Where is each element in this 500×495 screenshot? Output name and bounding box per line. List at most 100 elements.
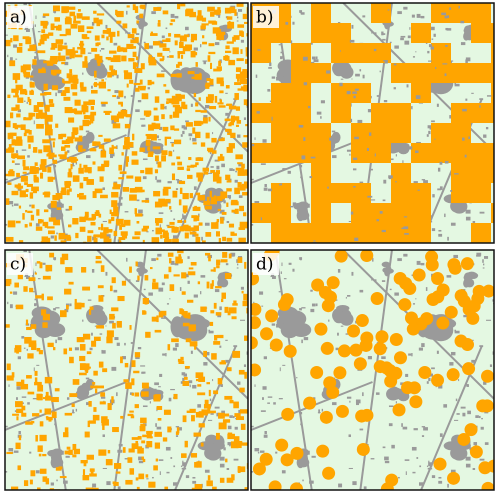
built-feature (273, 402, 276, 405)
built-feature (141, 371, 146, 374)
orange-patch (14, 126, 19, 130)
orange-patch (23, 480, 29, 487)
built-feature (9, 304, 13, 309)
orange-patch (6, 363, 11, 371)
orange-patch (175, 256, 182, 264)
orange-patch (60, 240, 66, 243)
built-feature (348, 220, 353, 222)
orange-patch (242, 142, 248, 148)
orange-patch (72, 127, 79, 134)
orange-patch (87, 235, 92, 242)
orange-patch (218, 138, 224, 142)
built-feature (403, 253, 408, 257)
built-feature (288, 262, 292, 265)
orange-patch (93, 234, 102, 238)
built-feature (148, 45, 153, 49)
orange-patch (70, 163, 73, 170)
orange-patch (121, 55, 127, 62)
built-feature (55, 307, 60, 309)
built-feature (226, 221, 230, 224)
built-feature (113, 289, 118, 293)
built-feature (151, 258, 156, 262)
label-background (253, 253, 279, 275)
orange-patch (113, 182, 118, 189)
orange-patch (34, 272, 37, 275)
built-feature (200, 44, 202, 48)
orange-patch (242, 69, 248, 72)
orange-patch (236, 120, 242, 124)
built-feature (454, 83, 460, 87)
built-feature (423, 180, 428, 184)
orange-patch (32, 167, 39, 174)
orange-patch (8, 144, 12, 150)
built-feature (158, 459, 164, 461)
orange-patch (26, 375, 32, 379)
orange-patch (82, 475, 90, 481)
town (297, 201, 310, 210)
orange-patch (86, 454, 94, 460)
orange-patch (39, 39, 45, 45)
orange-patch (42, 192, 51, 195)
orange-patch (166, 101, 169, 104)
orange-patch (52, 85, 58, 91)
orange-patch (111, 396, 114, 403)
orange-block (471, 163, 491, 183)
orange-patch (182, 380, 190, 386)
built-feature (18, 431, 21, 435)
orange-patch (188, 324, 196, 331)
orange-patch (47, 166, 52, 173)
built-feature (384, 460, 390, 464)
orange-patch (64, 151, 68, 155)
orange-patch (9, 169, 14, 174)
built-feature (170, 388, 175, 391)
built-feature (251, 223, 254, 226)
orange-block (391, 223, 411, 243)
orange-patch (23, 166, 30, 171)
orange-patch (16, 381, 24, 387)
built-feature (465, 216, 471, 221)
built-feature (140, 365, 146, 367)
built-feature (438, 480, 443, 484)
orange-patch (159, 58, 164, 62)
map-panel (5, 250, 248, 490)
built-feature (405, 373, 409, 377)
built-feature (208, 419, 213, 421)
orange-patch (147, 146, 151, 151)
orange-block (271, 223, 291, 243)
built-feature (180, 465, 183, 467)
orange-circle (375, 330, 389, 344)
town (139, 265, 146, 274)
built-feature (182, 460, 184, 463)
orange-patch (131, 28, 137, 34)
built-feature (13, 450, 19, 453)
built-feature (352, 481, 357, 486)
orange-patch (238, 227, 246, 230)
orange-patch (16, 416, 19, 421)
built-feature (189, 384, 191, 388)
orange-patch (140, 170, 145, 174)
orange-patch (44, 376, 53, 384)
built-feature (225, 263, 229, 266)
built-feature (326, 70, 331, 74)
built-feature (102, 467, 107, 469)
orange-block (391, 123, 411, 143)
orange-patch (157, 418, 162, 421)
orange-patch (171, 226, 179, 233)
orange-patch (135, 477, 139, 481)
built-feature (382, 38, 386, 41)
orange-patch (177, 250, 184, 254)
built-feature (485, 126, 489, 130)
built-feature (65, 455, 70, 458)
orange-patch (94, 70, 97, 78)
orange-patch (16, 185, 24, 189)
orange-patch (235, 154, 243, 160)
orange-patch (115, 184, 121, 188)
built-feature (401, 227, 406, 229)
orange-patch (172, 97, 179, 102)
orange-patch (169, 22, 173, 26)
orange-patch (27, 391, 35, 395)
built-feature (267, 89, 271, 92)
orange-patch (224, 55, 229, 61)
orange-patch (152, 146, 161, 150)
orange-patch (176, 156, 181, 160)
